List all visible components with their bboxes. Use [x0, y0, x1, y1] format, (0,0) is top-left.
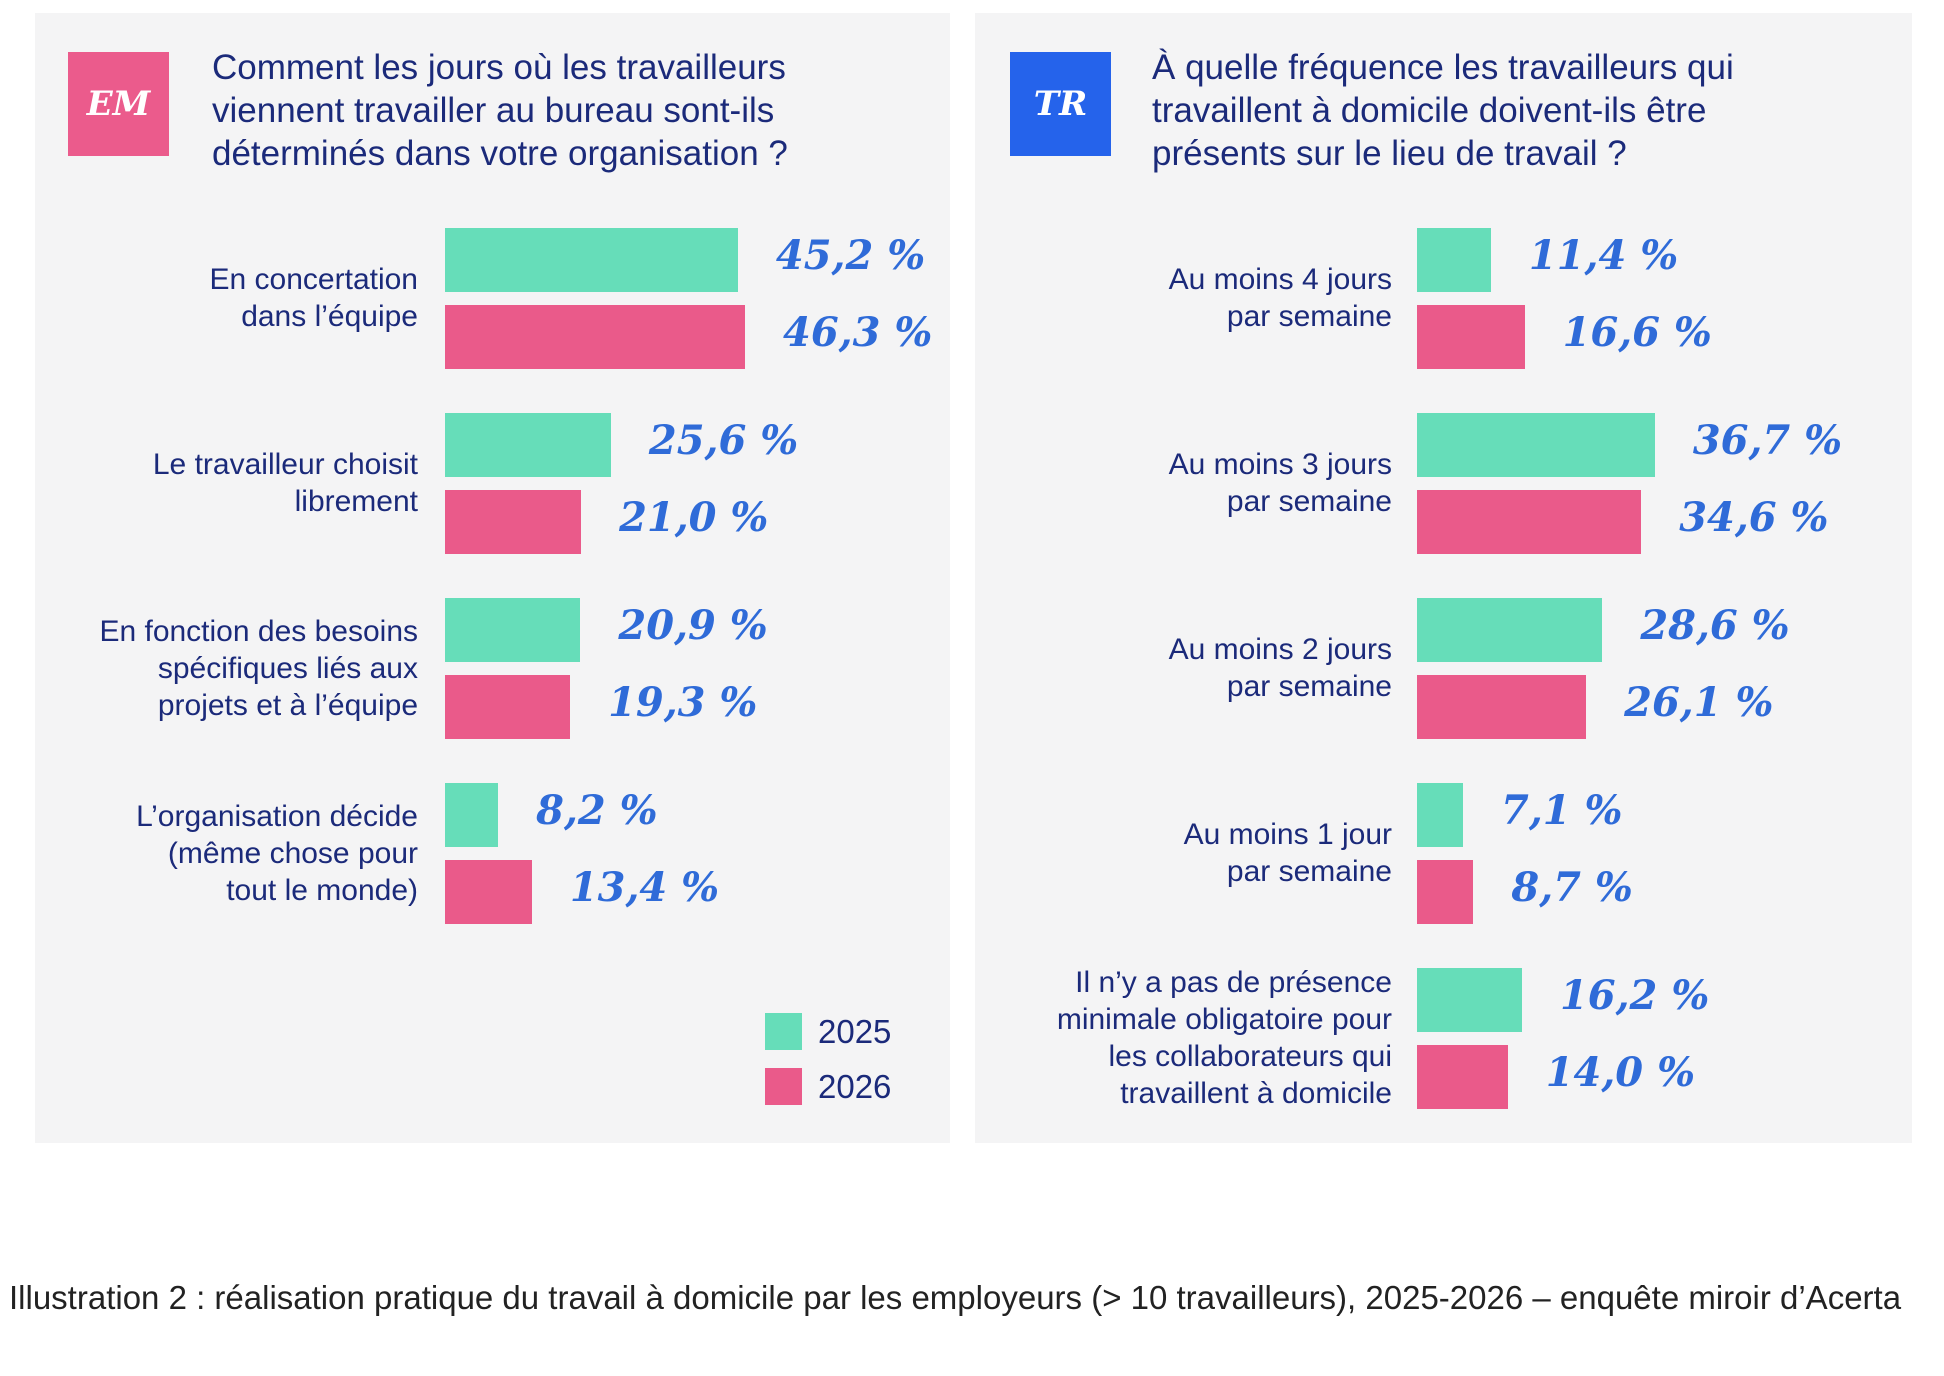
- badge-tr: TR: [1010, 52, 1111, 156]
- badge-em: EM: [68, 52, 169, 156]
- figure-caption: Illustration 2 : réalisation pratique du…: [9, 1279, 1902, 1316]
- value-label-2025: 25,6 %: [648, 417, 799, 464]
- category-label-line: En fonction des besoins: [99, 614, 418, 648]
- category-label-line: par semaine: [1226, 485, 1392, 518]
- title-line: viennent travailler au bureau sont-ils: [212, 91, 775, 130]
- value-label-2025: 11,4 %: [1528, 232, 1679, 279]
- value-label-2026: 14,0 %: [1545, 1049, 1696, 1096]
- value-label-2025: 36,7 %: [1692, 417, 1843, 464]
- bar-2026: [1417, 490, 1642, 554]
- category-label-line: projets et à l’équipe: [157, 688, 418, 722]
- value-label-2026: 8,7 %: [1511, 864, 1633, 911]
- category-label-line: Au moins 4 jours: [1168, 263, 1392, 296]
- title-line: Comment les jours où les travailleurs: [212, 48, 786, 87]
- chart-panel-workers: [975, 13, 1912, 1143]
- bar-2026: [445, 860, 532, 924]
- bar-2026: [445, 490, 582, 554]
- category-label-line: Le travailleur choisit: [152, 448, 418, 481]
- value-label-2025: 20,9 %: [618, 602, 768, 649]
- category-label: Il n’y a pas de présence minimale obligat…: [1057, 964, 1392, 1112]
- category-label: Au moins 1 jour par semaine: [1184, 816, 1392, 890]
- bar-2025: [1417, 228, 1491, 292]
- value-label-2026: 21,0 %: [619, 494, 769, 541]
- category-label-line: Au moins 3 jours: [1168, 448, 1392, 481]
- chart-title-right: À quelle fréquence les travailleurs qui …: [1152, 46, 1734, 175]
- legend-label-2025: 2025: [818, 1013, 892, 1050]
- category-label-line: librement: [294, 485, 418, 518]
- title-line: À quelle fréquence les travailleurs qui: [1152, 48, 1734, 87]
- bar-2026: [1417, 305, 1525, 369]
- category-label-line: travaillent à domicile: [1120, 1077, 1392, 1110]
- category-label-line: Au moins 1 jour: [1183, 818, 1392, 851]
- bar-2025: [1417, 598, 1603, 662]
- value-label-2026: 16,6 %: [1562, 309, 1712, 356]
- bar-2026: [1417, 1045, 1508, 1109]
- value-label-2025: 45,2 %: [775, 232, 926, 279]
- category-label: En fonction des besoins spécifiques liés …: [99, 613, 418, 724]
- category-label: Au moins 3 jours par semaine: [1169, 446, 1392, 520]
- value-label-2026: 19,3 %: [608, 679, 758, 726]
- bar-2026: [1417, 675, 1587, 739]
- bar-2025: [1417, 783, 1463, 847]
- category-label: En concertation dans l’équipe: [210, 261, 418, 335]
- value-label-2026: 34,6 %: [1679, 494, 1829, 541]
- legend-swatch-2026: [765, 1068, 802, 1105]
- bar-2026: [445, 305, 746, 369]
- bar-2025: [445, 783, 499, 847]
- bar-2025: [445, 228, 738, 292]
- legend-label-2026: 2026: [818, 1068, 892, 1105]
- bar-2025: [1417, 413, 1655, 477]
- bar-2026: [1417, 860, 1474, 924]
- category-label-line: par semaine: [1226, 670, 1392, 703]
- category-label: Au moins 4 jours par semaine: [1169, 261, 1392, 335]
- chart-title-left: Comment les jours où les travailleurs vi…: [212, 46, 788, 175]
- category-label-line: (même chose pour: [167, 836, 418, 870]
- title-line: déterminés dans votre organisation ?: [212, 134, 788, 173]
- legend-swatch-2025: [765, 1013, 802, 1050]
- category-label-line: L’organisation décide: [136, 799, 418, 833]
- category-label-line: minimale obligatoire pour: [1056, 1003, 1392, 1036]
- category-label: Au moins 2 jours par semaine: [1169, 631, 1392, 705]
- category-label-line: par semaine: [1226, 300, 1392, 333]
- bar-2025: [445, 598, 581, 662]
- bar-2026: [445, 675, 571, 739]
- category-label-line: tout le monde): [226, 873, 418, 907]
- category-label-line: En concertation: [209, 263, 418, 296]
- value-label-2025: 16,2 %: [1559, 972, 1710, 1019]
- title-line: présents sur le lieu de travail ?: [1152, 134, 1627, 173]
- category-label-line: dans l’équipe: [241, 300, 418, 333]
- category-label: Le travailleur choisit librement: [153, 446, 418, 520]
- category-label: L’organisation décide (même chose pour tou…: [136, 798, 418, 909]
- value-label-2026: 46,3 %: [783, 309, 933, 356]
- value-label-2026: 26,1 %: [1624, 679, 1774, 726]
- category-label-line: par semaine: [1226, 855, 1392, 888]
- category-label-line: Au moins 2 jours: [1168, 633, 1392, 666]
- bar-2025: [1417, 968, 1522, 1032]
- title-line: travaillent à domicile doivent-ils être: [1152, 91, 1707, 130]
- value-label-2025: 8,2 %: [536, 787, 658, 834]
- chart-panel-employers: [35, 13, 950, 1143]
- category-label-line: Il n’y a pas de présence: [1075, 966, 1392, 999]
- category-label-line: les collaborateurs qui: [1108, 1040, 1393, 1073]
- category-label-line: spécifiques liés aux: [157, 651, 418, 685]
- value-label-2025: 28,6 %: [1640, 602, 1790, 649]
- value-label-2025: 7,1 %: [1501, 787, 1623, 834]
- bar-2025: [445, 413, 611, 477]
- value-label-2026: 13,4 %: [569, 864, 720, 911]
